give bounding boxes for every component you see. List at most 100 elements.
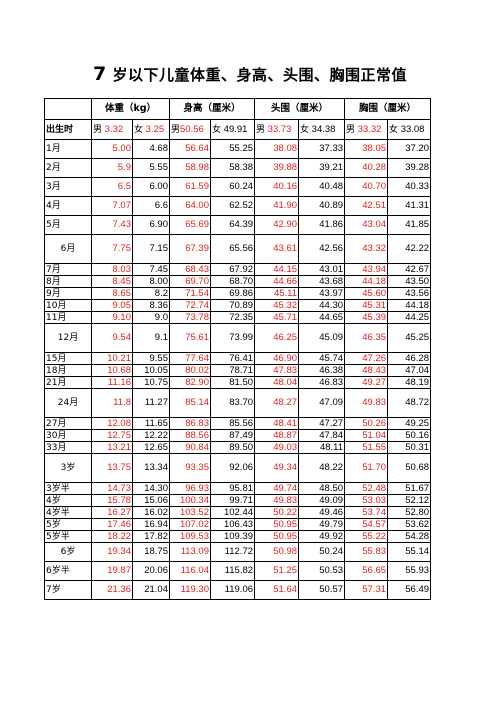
female-value-cell: 112.72 xyxy=(209,542,256,562)
female-value-cell: 49.79 xyxy=(298,518,346,531)
row-label: 9月 xyxy=(44,287,92,300)
title-text: 岁以下儿童体重、身高、头围、胸围正常值 xyxy=(106,66,407,84)
female-value-cell: 42.56 xyxy=(298,234,346,264)
female-value-cell: 45.25 xyxy=(387,323,432,353)
female-value-cell: 45.74 xyxy=(298,352,346,365)
female-value-cell: 9.0 xyxy=(132,311,170,324)
male-value-cell: 43.32 xyxy=(344,234,389,264)
row-label: 12月 xyxy=(44,323,92,353)
male-value-cell: 19.87 xyxy=(91,561,133,581)
male-value-cell: 38.08 xyxy=(254,139,300,159)
male-value-cell: 116.04 xyxy=(169,561,211,581)
female-value-cell: 45.09 xyxy=(298,323,346,353)
male-value-cell: 86.83 xyxy=(169,417,211,430)
female-value-cell: 52.12 xyxy=(387,494,432,507)
row-label: 4岁半 xyxy=(44,506,92,519)
male-value-cell: 119.30 xyxy=(169,580,211,600)
female-label: 女 xyxy=(389,124,399,135)
male-value-cell: 90.84 xyxy=(169,441,211,454)
male-value-cell: 8.45 xyxy=(91,275,133,288)
male-value-cell: 96.93 xyxy=(169,482,211,495)
female-value-cell: 5.55 xyxy=(132,158,170,178)
female-value-cell: 81.50 xyxy=(209,376,256,389)
row-label: 5岁 xyxy=(44,518,92,531)
table-row: 30月 12.75 12.22 88.56 87.49 48.87 47.84 51.04 50… xyxy=(44,429,432,442)
male-value-cell: 65.69 xyxy=(169,215,211,235)
female-value-cell: 8.00 xyxy=(132,275,170,288)
female-value-cell: 10.05 xyxy=(132,364,170,377)
birth-height-female: 女 49.91 xyxy=(209,119,256,140)
female-value-cell: 58.38 xyxy=(209,158,256,178)
female-value-cell: 60.24 xyxy=(209,177,256,197)
header-row: 体重（kg） 身高（厘米） 头围（厘米） 胸围（厘米） xyxy=(44,98,432,120)
female-value-cell: 21.04 xyxy=(132,580,170,600)
male-value-cell: 50.95 xyxy=(254,518,300,531)
row-label: 7岁 xyxy=(44,580,92,600)
birth-head-male: 男 33.73 xyxy=(254,119,300,140)
female-value-cell: 48.11 xyxy=(298,441,346,454)
header-height: 身高（厘米） xyxy=(168,98,256,120)
female-value-cell: 10.75 xyxy=(132,376,170,389)
female-value-cell: 18.75 xyxy=(132,542,170,562)
row-label: 33月 xyxy=(44,441,92,454)
header-weight: 体重（kg） xyxy=(91,98,170,120)
male-value-cell: 67.39 xyxy=(169,234,211,264)
birth-value: 3.25 xyxy=(145,123,165,135)
female-value-cell: 54.28 xyxy=(387,530,432,543)
female-value-cell: 92.06 xyxy=(209,453,256,483)
male-value-cell: 46.35 xyxy=(344,323,389,353)
table-row: 9月 8.65 8.2 71.54 69.86 45.11 43.97 45.60 43.56 xyxy=(44,287,432,300)
header-chest: 胸围（厘米） xyxy=(344,98,432,120)
birth-value: 3.32 xyxy=(104,123,124,135)
female-value-cell: 43.01 xyxy=(298,263,346,276)
female-value-cell: 56.49 xyxy=(387,580,432,600)
female-value-cell: 55.14 xyxy=(387,542,432,562)
female-value-cell: 39.28 xyxy=(387,158,432,178)
female-value-cell: 99.71 xyxy=(209,494,256,507)
row-label: 3岁 xyxy=(44,453,92,483)
male-value-cell: 7.43 xyxy=(91,215,133,235)
row-label: 7月 xyxy=(44,263,92,276)
male-value-cell: 46.90 xyxy=(254,352,300,365)
table-row: 4岁半 16.27 16.02 103.52 102.44 50.22 49.46 53.74… xyxy=(44,506,432,519)
male-value-cell: 48.43 xyxy=(344,364,389,377)
female-value-cell: 9.1 xyxy=(132,323,170,353)
male-value-cell: 113.09 xyxy=(169,542,211,562)
male-value-cell: 14.73 xyxy=(91,482,133,495)
male-value-cell: 12.08 xyxy=(91,417,133,430)
female-value-cell: 52.80 xyxy=(387,506,432,519)
female-value-cell: 6.00 xyxy=(132,177,170,197)
row-label: 5岁半 xyxy=(44,530,92,543)
page-title: 7 岁以下儿童体重、身高、头围、胸围正常值 xyxy=(0,63,500,85)
female-value-cell: 47.04 xyxy=(387,364,432,377)
male-value-cell: 13.21 xyxy=(91,441,133,454)
male-value-cell: 42.51 xyxy=(344,196,389,216)
male-value-cell: 41.90 xyxy=(254,196,300,216)
male-value-cell: 55.83 xyxy=(344,542,389,562)
male-value-cell: 49.34 xyxy=(254,453,300,483)
birth-value: 33.32 xyxy=(357,123,382,135)
male-value-cell: 40.70 xyxy=(344,177,389,197)
table-row: 7岁 21.36 21.04 119.30 119.06 51.64 50.57 57.31 5… xyxy=(44,580,432,600)
birth-chest-female: 女 33.08 xyxy=(387,119,432,140)
male-value-cell: 100.34 xyxy=(169,494,211,507)
row-label: 1月 xyxy=(44,139,92,159)
male-value-cell: 12.75 xyxy=(91,429,133,442)
table-row: 5月 7.43 6.90 65.69 64.39 42.90 41.86 43.04 41.85 xyxy=(44,215,432,235)
female-value-cell: 41.86 xyxy=(298,215,346,235)
male-value-cell: 48.27 xyxy=(254,388,300,418)
female-value-cell: 44.65 xyxy=(298,311,346,324)
female-value-cell: 43.68 xyxy=(298,275,346,288)
female-value-cell: 41.85 xyxy=(387,215,432,235)
table-row: 33月 13.21 12.65 90.84 89.50 49.03 48.11 51.55 50… xyxy=(44,441,432,454)
table-row: 5岁半 18.22 17.82 109.53 109.39 50.95 49.92 55.22… xyxy=(44,530,432,543)
header-head: 头围（厘米） xyxy=(254,98,346,120)
female-value-cell: 40.33 xyxy=(387,177,432,197)
male-value-cell: 48.87 xyxy=(254,429,300,442)
male-value-cell: 49.74 xyxy=(254,482,300,495)
female-value-cell: 44.25 xyxy=(387,311,432,324)
female-value-cell: 43.97 xyxy=(298,287,346,300)
female-value-cell: 48.72 xyxy=(387,388,432,418)
table-row: 4岁 15.78 15.06 100.34 99.71 49.83 49.09 53.03 52… xyxy=(44,494,432,507)
female-value-cell: 51.67 xyxy=(387,482,432,495)
